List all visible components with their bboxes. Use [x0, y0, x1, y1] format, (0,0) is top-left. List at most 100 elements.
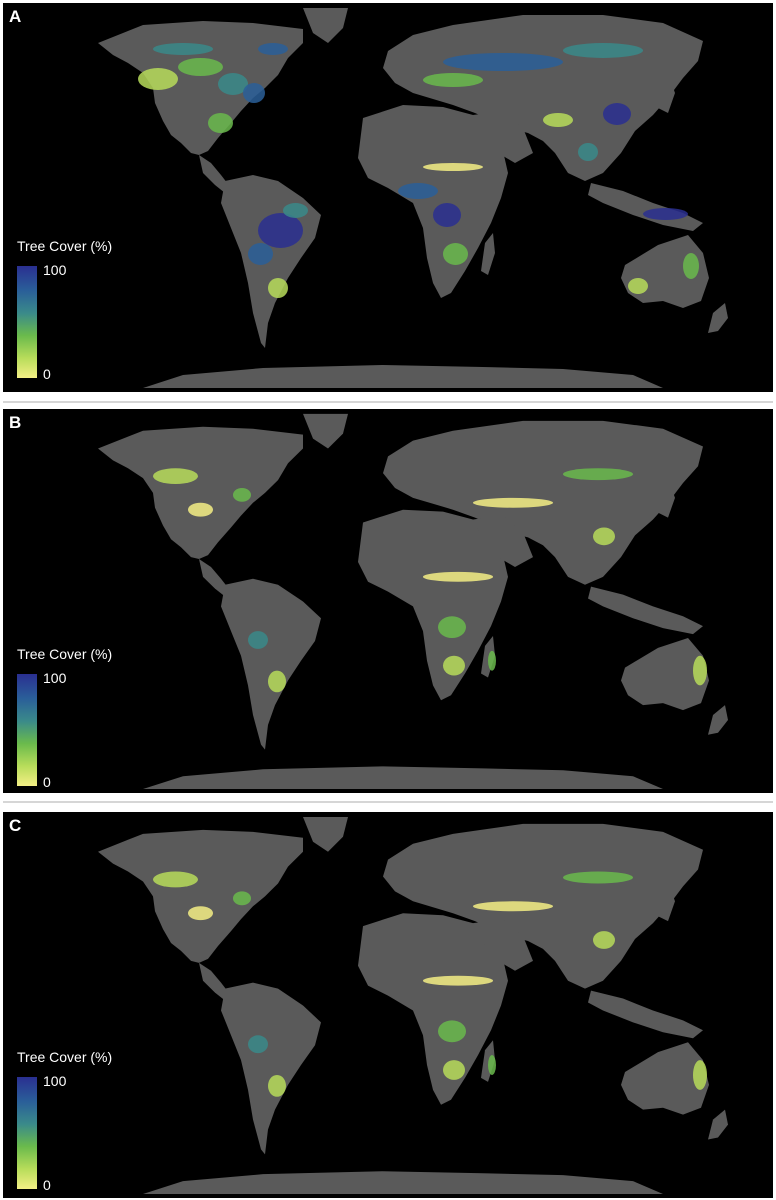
land-south-america: [221, 175, 321, 348]
tree-cover-patch: [153, 43, 213, 55]
land-arabia: [473, 515, 533, 567]
land-south-america: [221, 982, 321, 1155]
land-japan: [658, 73, 675, 113]
tree-cover-patch: [473, 901, 553, 912]
map-panel-b: B Tree Cover (%) 100 0: [3, 409, 773, 793]
tree-cover-patch: [248, 1035, 268, 1054]
tree-cover-patch: [423, 975, 493, 986]
land-central-america: [199, 962, 231, 1001]
tree-cover-patch: [563, 43, 643, 58]
tree-cover-patch: [643, 208, 688, 220]
tree-cover-legend: Tree Cover (%) 100 0: [17, 238, 157, 388]
tree-cover-patch: [153, 468, 198, 485]
world-map-b: [98, 413, 728, 790]
land-greenland: [303, 8, 348, 43]
panel-label: A: [9, 7, 22, 26]
legend-max-label: 100: [43, 670, 67, 686]
tree-cover-patch: [438, 616, 466, 639]
tree-cover-patch: [683, 253, 699, 279]
land-madagascar: [481, 233, 495, 275]
land-north-america: [98, 829, 303, 963]
land-central-america: [199, 155, 231, 193]
land-australia: [621, 638, 709, 711]
tree-cover-patch: [208, 113, 233, 133]
map-panel-a: A Tree Cover (%) 100 0: [3, 3, 773, 392]
tree-cover-patch: [593, 931, 615, 949]
land-new-zealand: [708, 1109, 728, 1140]
legend-title: Tree Cover (%): [17, 646, 113, 662]
tree-cover-patch: [188, 502, 213, 517]
land-greenland: [303, 816, 348, 852]
panel-label: C: [9, 816, 22, 835]
land-new-zealand: [708, 303, 728, 333]
tree-cover-legend: Tree Cover (%) 100 0: [17, 1049, 157, 1198]
legend-max-label: 100: [43, 1073, 67, 1089]
legend-min-label: 0: [43, 1177, 51, 1193]
land-arabia: [473, 111, 533, 163]
world-map-a: [98, 8, 728, 388]
tree-cover-patch: [423, 163, 483, 171]
tree-cover-patch: [433, 203, 461, 227]
land-antarctica: [143, 1171, 663, 1195]
tree-cover-patch: [488, 650, 496, 671]
land-indonesia: [588, 990, 703, 1039]
tree-cover-patch: [178, 58, 223, 76]
land-japan: [658, 478, 675, 518]
tree-cover-patch: [268, 278, 288, 298]
tree-cover-patch: [423, 73, 483, 87]
tree-cover-patch: [423, 571, 493, 582]
land-africa: [358, 913, 508, 1105]
tree-cover-patch: [153, 871, 198, 888]
tree-cover-patch: [473, 497, 553, 508]
land-new-zealand: [708, 705, 728, 735]
land-madagascar: [481, 1040, 495, 1082]
tree-cover-patch: [258, 213, 303, 248]
tree-cover-patch: [488, 1055, 496, 1075]
panel-divider: [3, 401, 773, 403]
tree-cover-patch: [443, 243, 468, 265]
tree-cover-patch: [243, 83, 265, 103]
color-ramp-bar: [17, 674, 37, 786]
world-map-c: [98, 816, 728, 1195]
tree-cover-patch: [693, 655, 707, 686]
land-indonesia: [588, 586, 703, 635]
land-indonesia: [588, 183, 703, 231]
tree-cover-patch: [443, 1060, 465, 1080]
legend-max-label: 100: [43, 262, 67, 278]
tree-cover-patch: [398, 183, 438, 199]
tree-cover-patch: [543, 113, 573, 127]
tree-cover-patch: [233, 891, 251, 906]
panel-divider: [3, 801, 773, 803]
tree-cover-patch: [593, 527, 615, 546]
legend-title: Tree Cover (%): [17, 1049, 113, 1065]
land-australia: [621, 1042, 709, 1115]
color-ramp-bar: [17, 1077, 37, 1189]
legend-title: Tree Cover (%): [17, 238, 113, 254]
tree-cover-patch: [438, 1020, 466, 1043]
land-africa: [358, 105, 508, 298]
tree-cover-patch: [578, 143, 598, 161]
tree-cover-patch: [218, 73, 248, 95]
land-south-america: [221, 578, 321, 750]
color-ramp-bar: [17, 266, 37, 378]
land-central-america: [199, 559, 231, 597]
land-madagascar: [481, 636, 495, 678]
legend-min-label: 0: [43, 774, 51, 790]
land-north-america: [98, 21, 303, 155]
tree-cover-patch: [268, 1074, 286, 1097]
tree-cover-patch: [188, 906, 213, 921]
tree-cover-patch: [693, 1060, 707, 1090]
map-panel-c: C Tree Cover (%) 100 0: [3, 812, 773, 1198]
land-north-america: [98, 426, 303, 560]
land-arabia: [473, 919, 533, 971]
tree-cover-patch: [628, 278, 648, 294]
tree-cover-patch: [443, 655, 465, 676]
tree-cover-patch: [233, 487, 251, 502]
tree-cover-patch: [283, 203, 308, 218]
land-antarctica: [143, 365, 663, 388]
tree-cover-patch: [268, 670, 286, 693]
tree-cover-legend: Tree Cover (%) 100 0: [17, 646, 157, 793]
legend-min-label: 0: [43, 366, 51, 382]
tree-cover-patch: [563, 468, 633, 481]
tree-cover-patch: [603, 103, 631, 125]
